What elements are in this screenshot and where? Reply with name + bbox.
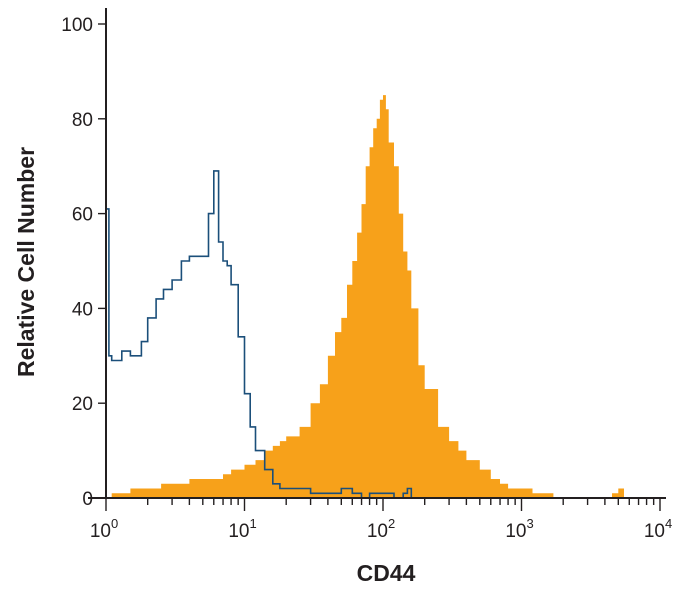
y-tick-label: 0 — [82, 489, 93, 510]
y-axis-ticks: 0 20 40 60 80 100 — [61, 15, 106, 510]
axes: 0 20 40 60 80 100 100 101 102 103 104 — [61, 8, 672, 542]
y-tick-label: 20 — [72, 394, 93, 415]
y-axis-title: Relative Cell Number — [13, 147, 39, 377]
y-tick-label: 60 — [72, 205, 93, 226]
filled-histogram-series — [111, 95, 624, 498]
x-tick-label: 100 — [90, 516, 118, 542]
x-axis-title: CD44 — [357, 560, 416, 586]
y-tick-label: 100 — [61, 15, 93, 36]
x-tick-label: 102 — [367, 516, 395, 542]
outline-histogram-series — [106, 170, 413, 499]
x-tick-label: 104 — [644, 516, 672, 542]
y-tick-label: 40 — [72, 299, 93, 320]
y-tick-label: 80 — [72, 110, 93, 131]
x-tick-label: 101 — [228, 516, 256, 542]
plot-area — [106, 95, 624, 499]
x-axis-ticks: 100 101 102 103 104 — [90, 498, 672, 542]
x-tick-label: 103 — [505, 516, 533, 542]
